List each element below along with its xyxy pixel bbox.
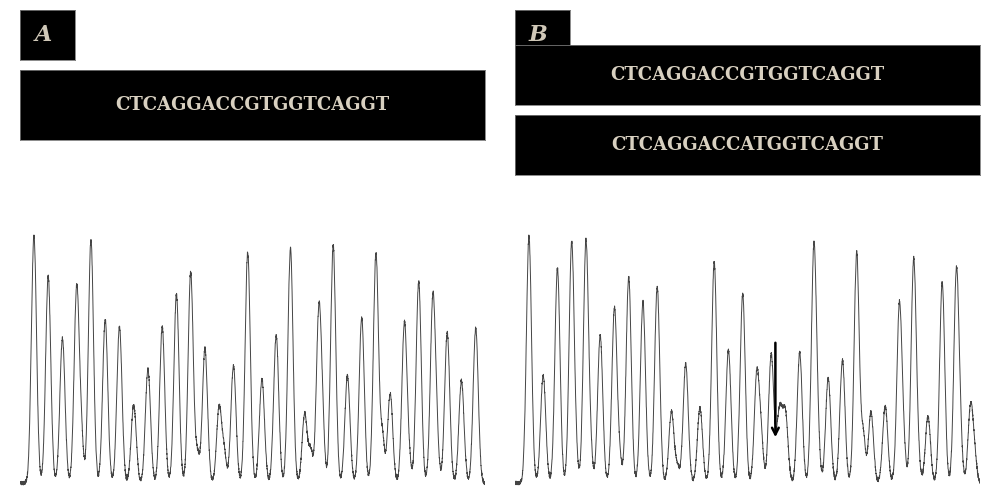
Text: CTCAGGACCGTGGTCAGGT: CTCAGGACCGTGGTCAGGT xyxy=(610,66,885,84)
Text: B: B xyxy=(529,24,547,46)
Text: CTCAGGACCGTGGTCAGGT: CTCAGGACCGTGGTCAGGT xyxy=(115,96,390,114)
Text: CTCAGGACCATGGTCAGGT: CTCAGGACCATGGTCAGGT xyxy=(612,136,883,154)
Text: A: A xyxy=(34,24,52,46)
